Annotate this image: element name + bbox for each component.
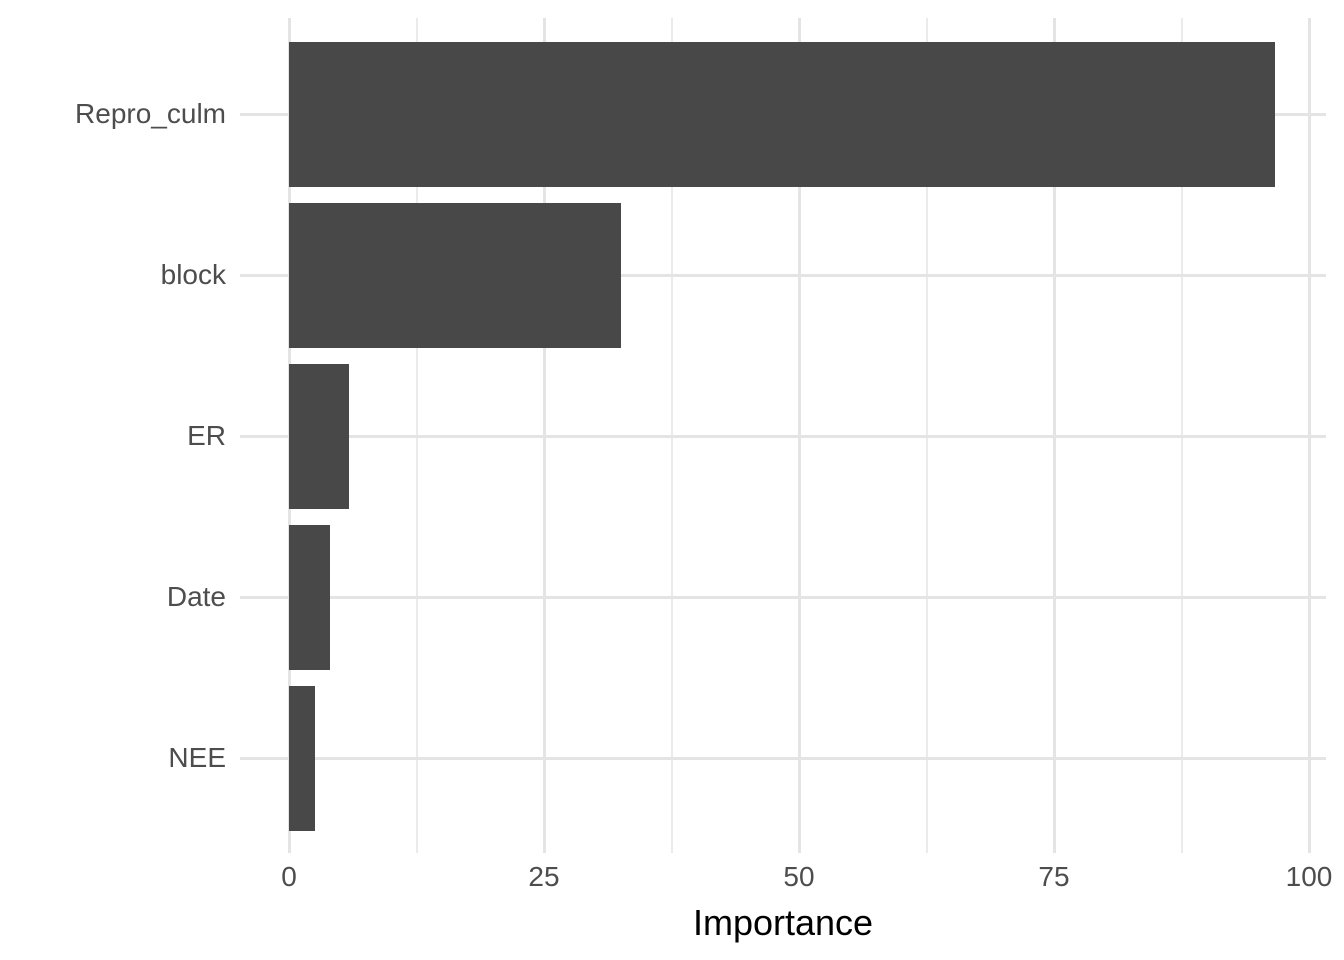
x-axis-tick-label: 25	[528, 861, 560, 892]
importance-bar	[289, 41, 1276, 187]
importance-bar	[289, 524, 330, 670]
x-axis-tick-label: 75	[1038, 861, 1070, 892]
importance-bar	[289, 202, 621, 348]
importance-bar	[289, 685, 315, 831]
y-axis-label: block	[160, 259, 226, 290]
x-axis-tick-label: 50	[783, 861, 815, 892]
y-axis-label: Repro_culm	[75, 98, 226, 129]
y-axis-label: ER	[187, 420, 226, 451]
y-major-gridline	[240, 273, 1326, 277]
y-axis-label: NEE	[168, 742, 226, 773]
y-major-gridline	[240, 756, 1326, 760]
y-major-gridline	[240, 434, 1326, 438]
x-axis-tick-label: 0	[281, 861, 297, 892]
y-major-gridline	[240, 595, 1326, 599]
x-axis-tick-label: 100	[1285, 861, 1333, 892]
importance-bar	[289, 363, 350, 509]
plot-panel	[240, 18, 1326, 853]
x-axis-title: Importance	[692, 902, 874, 943]
y-axis-label: Date	[166, 581, 226, 612]
